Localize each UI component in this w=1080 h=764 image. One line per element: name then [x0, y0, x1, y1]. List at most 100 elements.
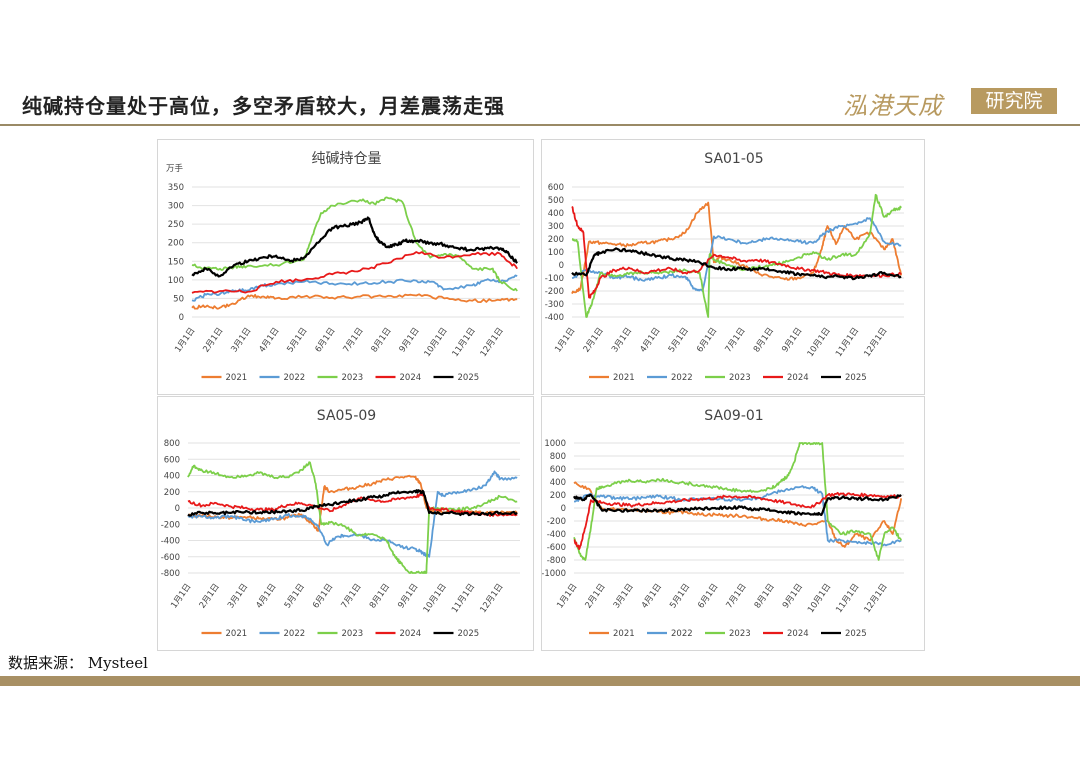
y-tick-label: 250: [168, 220, 184, 230]
x-tick-label: 11月1日: [450, 582, 477, 615]
x-tick-label: 5月1日: [283, 582, 307, 611]
y-tick-label: 300: [548, 222, 564, 232]
series-line-2024: [571, 206, 902, 299]
x-tick-label: 1月1日: [553, 326, 577, 355]
legend-label: 2023: [729, 373, 751, 383]
x-tick-label: 10月1日: [806, 326, 833, 359]
logo-text: 泓港天成: [843, 92, 943, 120]
legend-label: 2023: [729, 629, 751, 639]
x-tick-label: 11月1日: [451, 326, 478, 359]
chart-panel-sa05-09: SA05-09 -800 -600 -400 -200 0 200 400 600 800 1月1日…: [157, 396, 534, 651]
x-tick-label: 4月1日: [254, 582, 278, 611]
x-tick-label: 2月1日: [198, 582, 222, 611]
logo-box-text: 研究院: [971, 88, 1057, 114]
chart-panel-open-interest: 纯碱持仓量 万手 0 50 100 150 200 250 300 350 1月1日 2月1日 3月1日…: [157, 139, 534, 395]
y-tick-label: 600: [164, 455, 180, 465]
chart-panel-sa09-01: SA09-01 -1000 -800 -600 -400 -200 0 200 400 600 80…: [541, 396, 925, 651]
y-tick-label: 800: [550, 452, 566, 462]
legend-label: 2025: [458, 629, 480, 639]
y-tick-label: -400: [547, 530, 566, 540]
x-tick-label: 10月1日: [806, 582, 833, 615]
series-line-2021: [573, 481, 903, 548]
series-line-2021: [191, 293, 518, 310]
y-tick-label: 300: [168, 202, 184, 212]
y-tick-label: 100: [168, 276, 184, 286]
y-tick-label: 200: [548, 235, 564, 245]
chart-sa0509: SA05-09 -800 -600 -400 -200 0 200 400 600 800 1月1日…: [161, 408, 520, 639]
x-tick-label: 5月1日: [285, 326, 309, 355]
x-tick-label: 12月1日: [478, 582, 505, 615]
x-tick-label: 7月1日: [342, 326, 366, 355]
x-tick-label: 2月1日: [201, 326, 225, 355]
y-tick-label: 400: [548, 209, 564, 219]
series-line-2024: [191, 251, 518, 294]
legend-label: 2022: [671, 373, 693, 383]
series-line-2024: [187, 492, 518, 517]
y-tick-label: -300: [545, 300, 564, 310]
legend-label: 2025: [845, 373, 867, 383]
legend-label: 2021: [613, 629, 635, 639]
x-tick-label: 10月1日: [422, 582, 449, 615]
x-tick-label: 5月1日: [668, 582, 692, 611]
data-source: 数据来源： Mysteel: [8, 654, 148, 672]
chart-title: SA09-01: [704, 408, 763, 424]
legend-label: 2023: [342, 629, 364, 639]
x-tick-label: 9月1日: [398, 326, 422, 355]
series-line-2025: [191, 216, 518, 278]
legend-label: 2024: [787, 629, 809, 639]
y-tick-label: 200: [168, 239, 184, 249]
series-line-2024: [573, 491, 902, 550]
legend-label: 2025: [845, 629, 867, 639]
x-tick-label: 7月1日: [340, 582, 364, 611]
y-tick-label: -600: [547, 543, 566, 553]
legend-label: 2024: [400, 629, 422, 639]
x-tick-label: 7月1日: [724, 326, 748, 355]
x-tick-label: 8月1日: [368, 582, 392, 611]
y-tick-label: 50: [173, 294, 184, 304]
y-tick-label: 500: [548, 196, 564, 206]
header-divider: [0, 124, 1080, 126]
y-tick-label: -800: [161, 569, 180, 579]
y-tick-label: 0: [561, 504, 566, 514]
x-tick-label: 11月1日: [834, 326, 861, 359]
y-tick-label: 1000: [544, 439, 566, 449]
x-tick-label: 8月1日: [752, 326, 776, 355]
y-tick-label: 800: [164, 439, 180, 449]
y-tick-label: -600: [161, 553, 180, 563]
page-title: 纯碱持仓量处于高位，多空矛盾较大，月差震荡走强: [22, 94, 505, 118]
y-tick-label: -200: [161, 520, 180, 530]
x-tick-label: 3月1日: [610, 326, 634, 355]
series-line-2022: [574, 485, 902, 547]
y-tick-label: -200: [547, 517, 566, 527]
x-tick-label: 2月1日: [584, 582, 608, 611]
y-unit-label: 万手: [166, 163, 184, 174]
series-line-2021: [571, 201, 903, 294]
chart-title: SA05-09: [317, 408, 376, 424]
x-tick-label: 3月1日: [612, 582, 636, 611]
legend-label: 2023: [342, 373, 364, 383]
x-tick-label: 12月1日: [862, 582, 889, 615]
chart-sa0901: SA09-01 -1000 -800 -600 -400 -200 0 200 400 600 80…: [542, 408, 904, 639]
legend-label: 2022: [671, 629, 693, 639]
brand-logo: 泓港天成 研究院: [843, 86, 1058, 120]
y-tick-label: -100: [545, 274, 564, 284]
x-tick-label: 9月1日: [780, 326, 804, 355]
x-tick-label: 12月1日: [479, 326, 506, 359]
x-tick-label: 4月1日: [257, 326, 281, 355]
x-tick-label: 1月1日: [169, 582, 193, 611]
series-line-2022: [571, 217, 902, 292]
x-tick-label: 11月1日: [834, 582, 861, 615]
x-tick-label: 4月1日: [640, 582, 664, 611]
y-tick-label: 0: [179, 313, 184, 323]
series-line-2025: [571, 247, 902, 281]
x-tick-label: 8月1日: [370, 326, 394, 355]
x-tick-label: 5月1日: [667, 326, 691, 355]
legend-label: 2022: [284, 629, 306, 639]
x-tick-label: 4月1日: [638, 326, 662, 355]
series-line-2023: [573, 442, 903, 561]
x-tick-label: 6月1日: [695, 326, 719, 355]
chart-sa0105: SA01-05 -400 -300 -200 -100 0 100 200 300 400 500 6…: [545, 151, 904, 383]
y-tick-label: 600: [550, 465, 566, 475]
series-line-2025: [187, 489, 518, 517]
x-tick-label: 9月1日: [781, 582, 805, 611]
